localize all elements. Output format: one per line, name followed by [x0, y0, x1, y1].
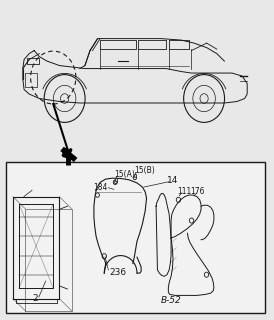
Text: 15(A): 15(A) — [114, 170, 135, 179]
Text: 111: 111 — [178, 188, 192, 196]
Text: 176: 176 — [190, 188, 204, 196]
Text: 184: 184 — [93, 183, 108, 192]
Bar — [25, 73, 37, 86]
Bar — [134, 174, 136, 177]
Text: 14: 14 — [167, 176, 178, 185]
Text: 236: 236 — [110, 268, 127, 277]
Bar — [27, 58, 39, 64]
Bar — [115, 178, 117, 181]
Text: 15(B): 15(B) — [134, 166, 155, 175]
Bar — [6, 162, 265, 313]
Text: B-52: B-52 — [161, 296, 181, 305]
Text: 2: 2 — [32, 294, 38, 303]
